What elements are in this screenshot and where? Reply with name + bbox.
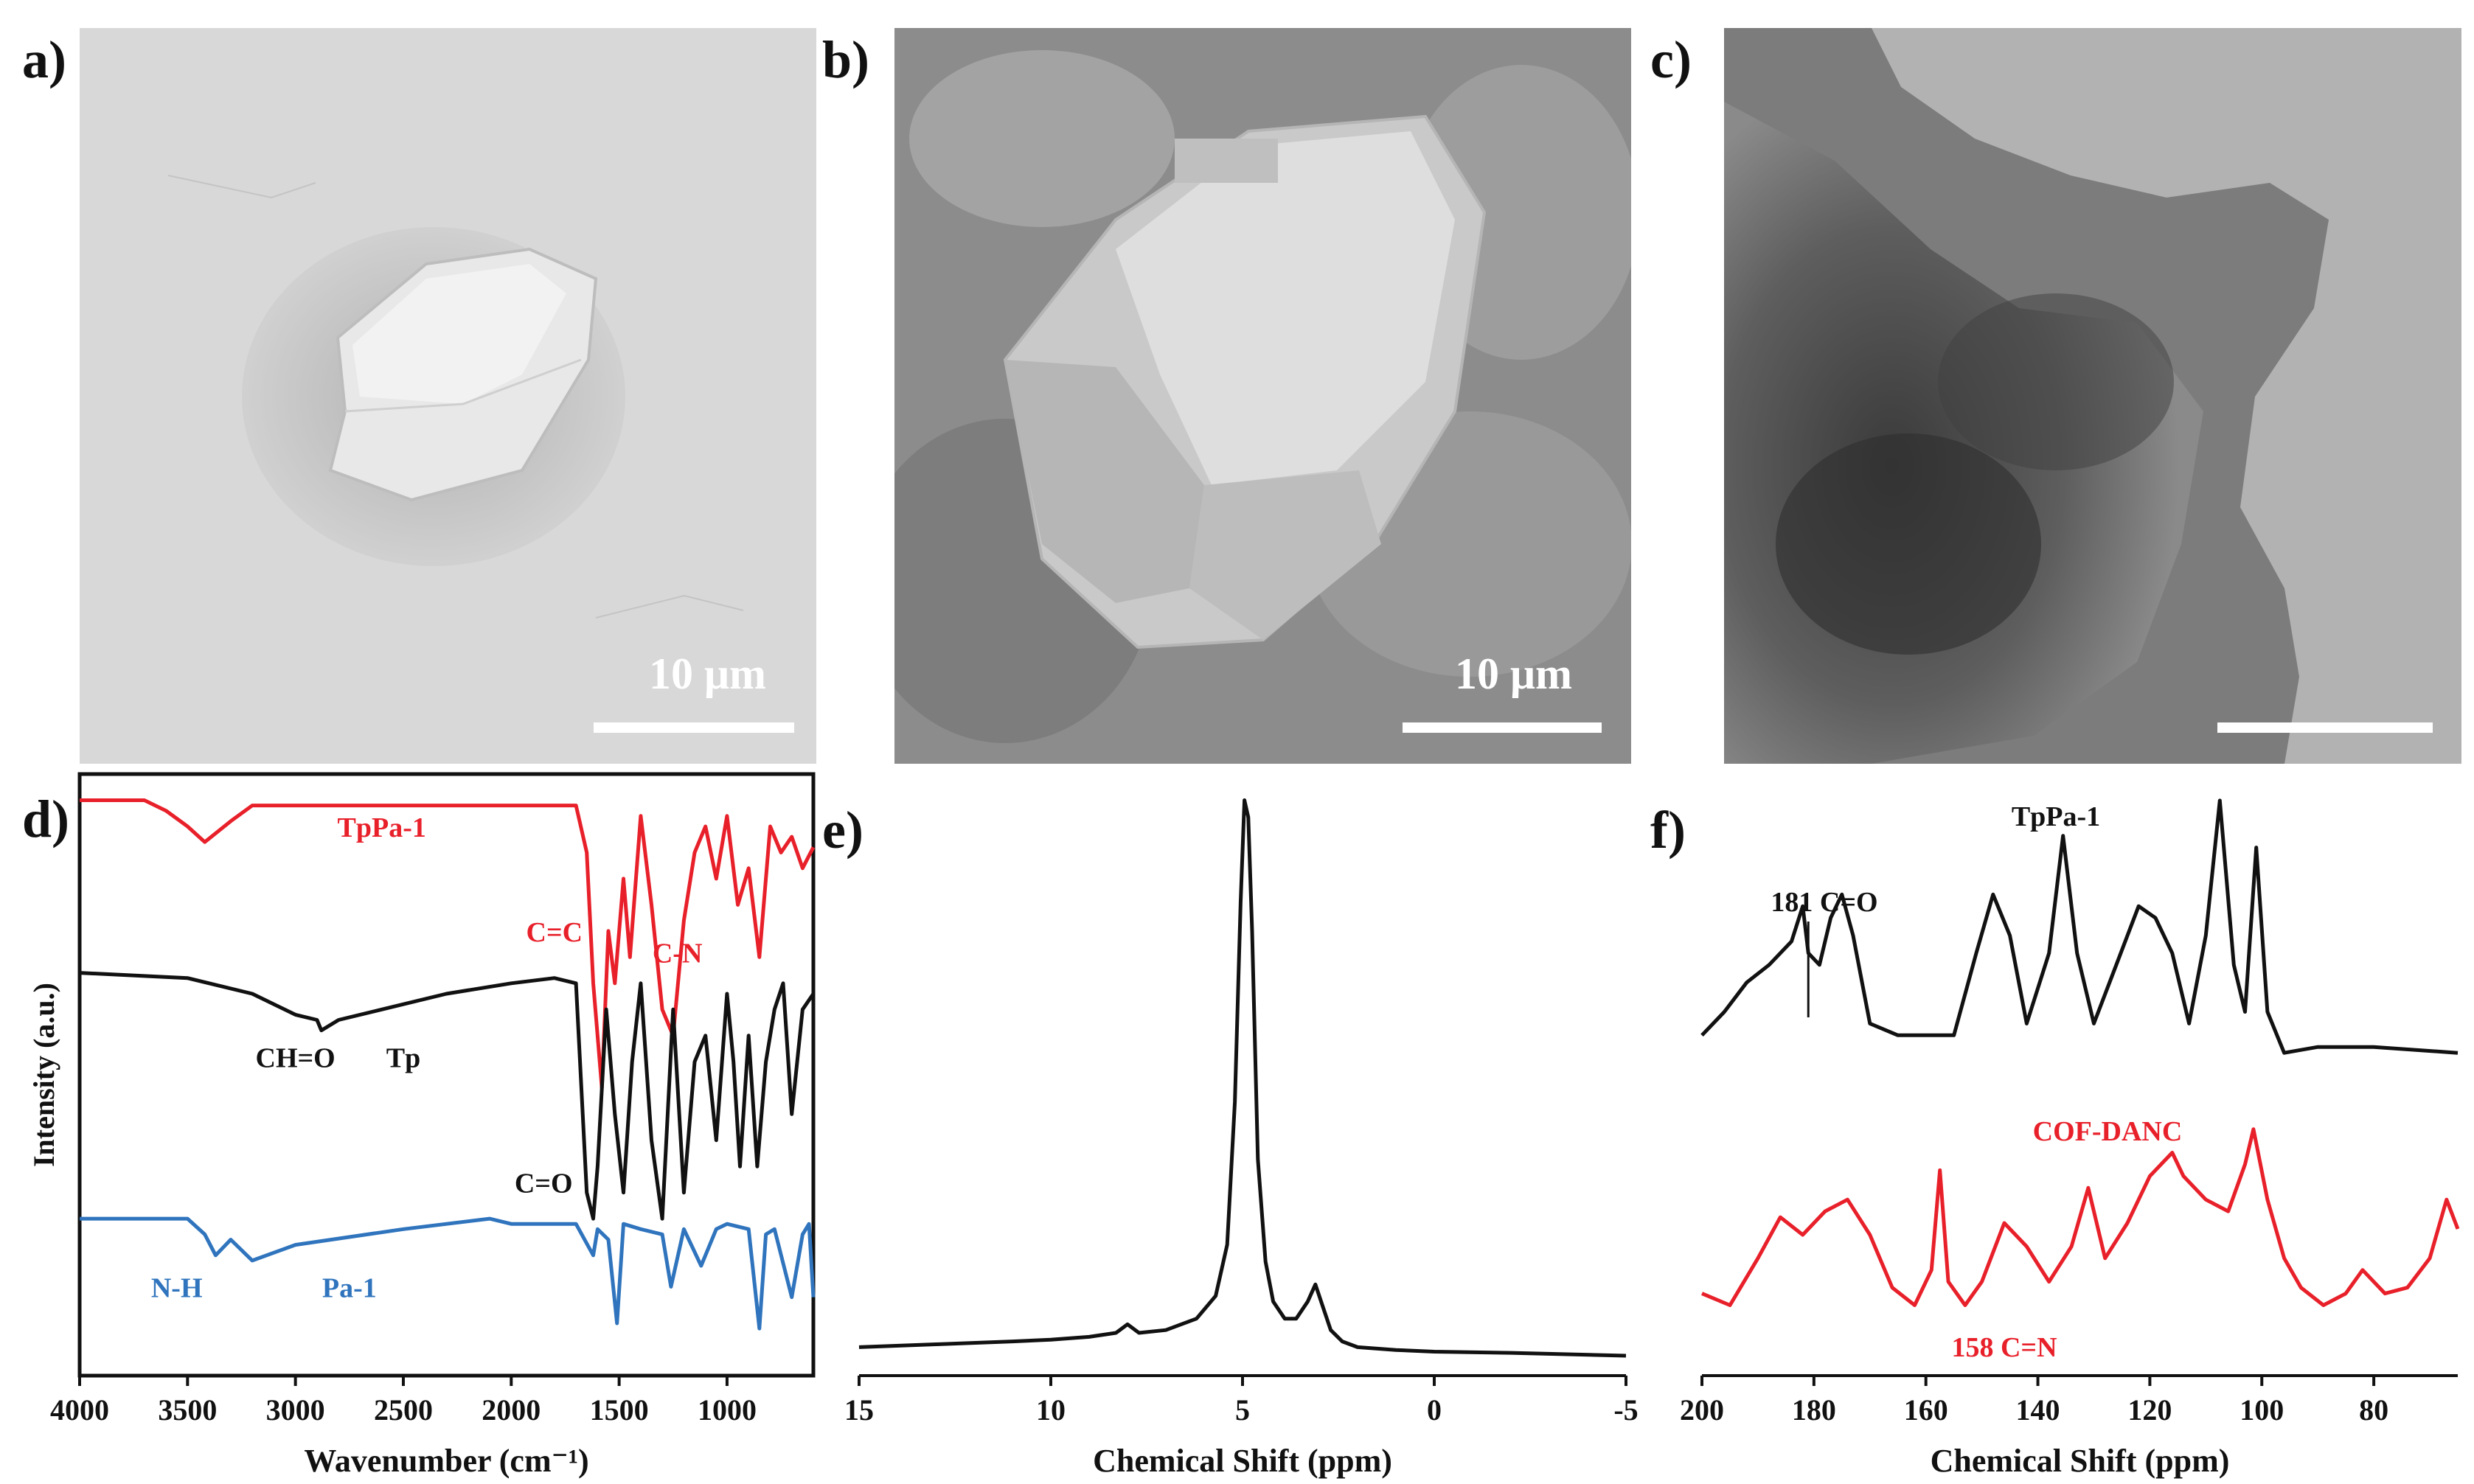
x-tick-label-200: 200	[1680, 1393, 1724, 1426]
panel-label-c: c)	[1650, 30, 1692, 89]
annotation-tppa-1: TpPa-1	[338, 812, 426, 843]
panel-label-b: b)	[822, 30, 870, 89]
x-tick-label-4000: 4000	[50, 1393, 109, 1426]
sem-image-a	[80, 28, 816, 764]
scale-bar-label-b: 10 μm	[1455, 649, 1572, 698]
x-tick-label-160: 160	[1904, 1393, 1948, 1426]
sem-image-b	[894, 28, 1631, 764]
nmr-13c-chart: 200 180 160 140 120 100 80 Chemical Shift (ppm)…	[1680, 798, 2460, 1479]
x-tick-label-0: 0	[1427, 1393, 1442, 1426]
x-tick-label-1500: 1500	[590, 1393, 649, 1426]
x-tick-label-180: 180	[1792, 1393, 1836, 1426]
series-line-tp	[79, 971, 816, 1221]
x-axis-label: Wavenumber (cm⁻¹)	[304, 1443, 588, 1479]
annotation-pa-1: Pa-1	[322, 1273, 377, 1304]
scale-bar-a	[594, 722, 794, 733]
x-tick-label-3500: 3500	[158, 1393, 217, 1426]
scale-bar-c	[2217, 722, 2433, 733]
annotation-c-n: C-N	[653, 938, 703, 969]
annotation-ch-o: CH=O	[256, 1042, 336, 1073]
tem-image-c-graphic	[1724, 28, 2461, 764]
panel-label-e: e)	[822, 801, 864, 860]
panel-label-d: d)	[22, 790, 70, 849]
x-tick-label-140: 140	[2016, 1393, 2060, 1426]
x-tick-label-3000: 3000	[266, 1393, 325, 1426]
y-axis-label: Intensity (a.u.)	[27, 983, 60, 1167]
series-line-0	[858, 798, 1627, 1358]
x-tick-label-2000: 2000	[482, 1393, 541, 1426]
x-axis-label: Chemical Shift (ppm)	[1093, 1443, 1392, 1479]
ftir-chart: 4000 3500 3000 2500 2000 1500 1000 Wavenumber (…	[27, 772, 816, 1479]
annotation-158-c-n: 158 C=N	[1951, 1332, 2057, 1363]
series-line-tppa-1	[80, 798, 816, 1090]
scale-bar-b	[1403, 722, 1602, 733]
series-line-pa-1	[80, 1216, 816, 1331]
x-tick-label-15: 15	[844, 1393, 874, 1426]
x-tick-label-80: 80	[2359, 1393, 2388, 1426]
sem-image-a-graphic	[80, 28, 816, 764]
series-line-cof-danc	[1701, 1127, 2460, 1307]
x-tick-label-2500: 2500	[374, 1393, 433, 1426]
x-tick-label-10: 10	[1036, 1393, 1066, 1426]
x-tick-label-120: 120	[2127, 1393, 2172, 1426]
x-tick-label-5: -5	[1613, 1393, 1638, 1426]
x-tick-label-5: 5	[1235, 1393, 1250, 1426]
nmr-1h-chart: 15 10 5 0 -5 Chemical Shift (ppm)	[844, 798, 1639, 1479]
plot-frame	[77, 772, 816, 1378]
tem-image-c	[1724, 28, 2461, 764]
x-tick-label-1000: 1000	[698, 1393, 757, 1426]
panel-label-f: f)	[1650, 801, 1686, 860]
annotation-c-o: C=O	[515, 1168, 573, 1199]
annotation-tp: Tp	[386, 1042, 420, 1073]
x-axis-label: Chemical Shift (ppm)	[1931, 1443, 2230, 1479]
annotation-tppa-1: TpPa-1	[2012, 801, 2100, 832]
annotation-c-c: C=C	[527, 917, 583, 948]
panel-label-a: a)	[22, 30, 66, 89]
sem-image-b-graphic	[894, 28, 1631, 764]
annotation-cof-danc: COF-DANC	[2033, 1116, 2183, 1147]
x-tick-label-100: 100	[2240, 1393, 2284, 1426]
series-line-tppa-1	[1700, 798, 2459, 1055]
scale-bar-label-a: 10 μm	[649, 649, 766, 698]
annotation-181-c-o: 181 C=O	[1771, 887, 1877, 918]
annotation-n-h: N-H	[151, 1273, 203, 1304]
